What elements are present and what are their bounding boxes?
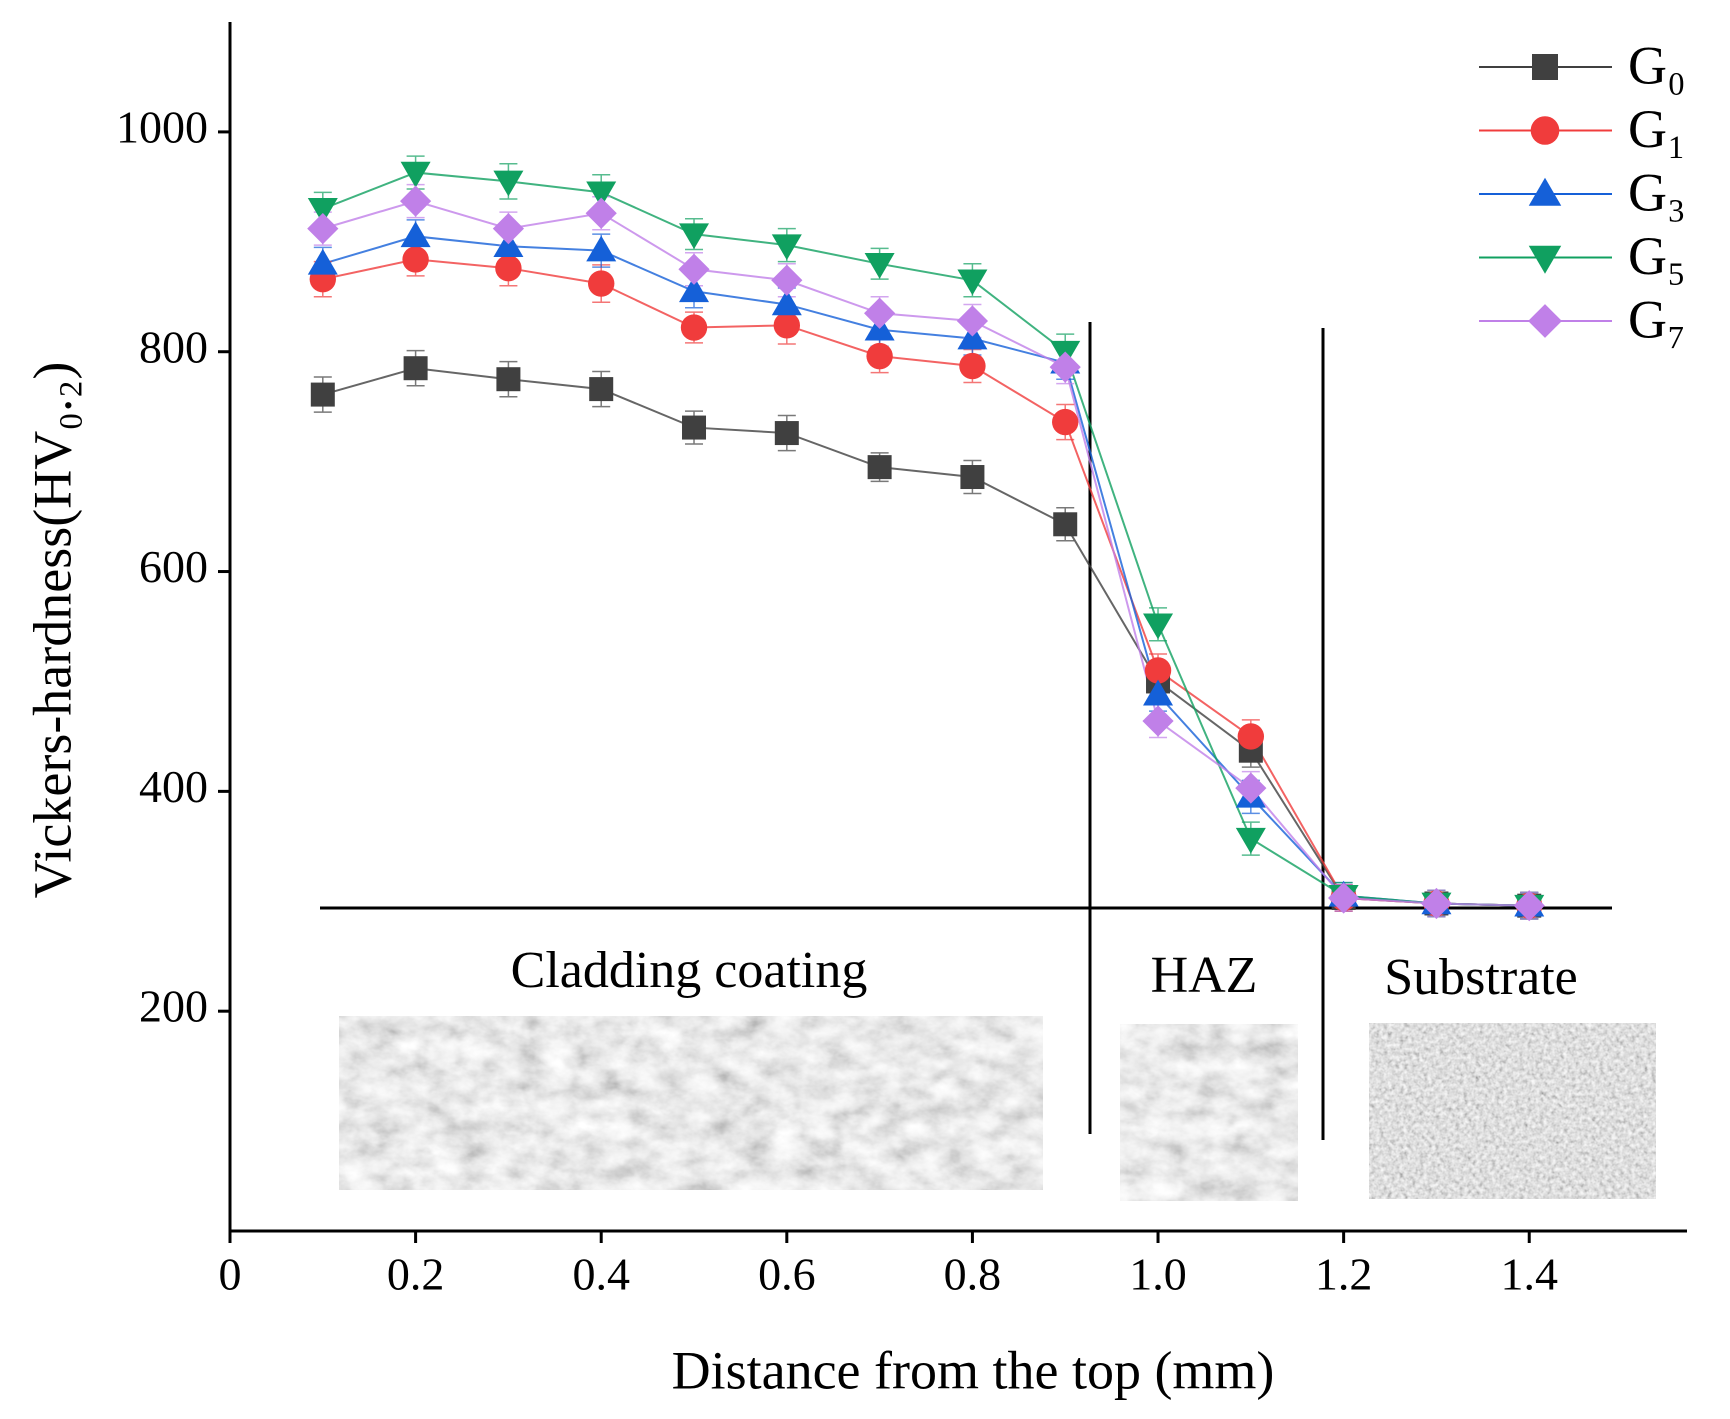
x-tick-label: 1.2	[1315, 1249, 1373, 1300]
marker	[864, 297, 896, 329]
annotation: Substrate	[1384, 949, 1578, 1006]
marker	[402, 246, 429, 273]
y-axis-title: Vickers-hardness(HV₀.₂)	[22, 362, 82, 899]
marker	[586, 181, 617, 208]
marker	[493, 170, 524, 197]
legend-marker	[1528, 304, 1562, 338]
marker	[1049, 351, 1081, 383]
y-tick-label: 1000	[116, 101, 208, 152]
y-tick-label: 400	[139, 761, 208, 812]
marker	[773, 312, 801, 339]
marker	[589, 377, 614, 402]
marker	[496, 367, 521, 392]
x-tick-label: 0.6	[758, 1249, 816, 1300]
marker	[585, 197, 617, 229]
marker	[1053, 512, 1078, 537]
micrograph-coating	[339, 1016, 1043, 1190]
y-tick-label: 800	[139, 321, 208, 372]
marker	[307, 213, 339, 245]
marker	[956, 305, 989, 337]
marker	[959, 352, 986, 380]
marker	[310, 382, 335, 407]
series-line	[322, 235, 1530, 907]
marker	[774, 421, 799, 446]
series-line	[322, 367, 1530, 907]
legend-marker	[1528, 177, 1562, 206]
y-tick-label: 600	[139, 541, 208, 592]
legend-marker	[1532, 54, 1558, 80]
y-tick-label: 200	[139, 981, 208, 1032]
x-tick-label: 0.4	[572, 1249, 630, 1300]
marker	[403, 356, 428, 381]
marker	[400, 185, 432, 217]
marker	[680, 314, 708, 341]
marker	[771, 264, 803, 296]
x-tick-label: 0.8	[944, 1249, 1002, 1300]
marker	[1420, 887, 1453, 920]
micrograph-haz	[1120, 1024, 1298, 1201]
x-axis-title: Distance from the top (mm)	[672, 1340, 1275, 1400]
series-line	[322, 171, 1530, 907]
marker	[771, 234, 802, 261]
marker	[495, 254, 522, 282]
marker	[1143, 679, 1174, 706]
legend-label: G₃	[1628, 162, 1686, 222]
marker	[1513, 890, 1545, 922]
x-tick-label: 0	[219, 1249, 242, 1300]
marker	[1235, 827, 1266, 854]
marker	[400, 221, 431, 248]
series-line	[322, 200, 1530, 907]
marker	[866, 342, 893, 370]
legend-label: G₁	[1628, 99, 1686, 159]
annotation: Cladding coating	[511, 942, 868, 999]
marker	[679, 223, 710, 250]
zone-lines	[320, 322, 1612, 1140]
marker	[679, 276, 710, 303]
marker	[1144, 657, 1172, 684]
marker	[307, 248, 338, 275]
series-line	[322, 258, 1530, 907]
marker	[1237, 723, 1265, 750]
x-tick-label: 0.2	[387, 1249, 445, 1300]
marker	[1328, 882, 1360, 914]
marker	[492, 213, 525, 245]
marker	[678, 253, 710, 285]
marker	[960, 465, 985, 490]
marker	[1143, 613, 1174, 640]
marker	[864, 253, 895, 279]
marker	[400, 161, 431, 188]
legend-label: G₅	[1628, 226, 1686, 286]
marker	[771, 289, 802, 316]
marker	[586, 235, 617, 262]
marker	[1142, 705, 1174, 737]
marker	[682, 415, 707, 440]
legend-marker	[1530, 116, 1560, 145]
legend-label: G₀	[1628, 35, 1686, 95]
micrograph-substrate	[1369, 1023, 1656, 1199]
marker	[307, 198, 338, 224]
x-tick-label: 1.4	[1500, 1249, 1558, 1300]
marker	[957, 269, 988, 296]
marker	[1235, 772, 1267, 804]
x-tick-label: 1.0	[1129, 1249, 1187, 1300]
legend-marker	[1528, 245, 1562, 274]
legend-label: G₇	[1628, 289, 1686, 349]
annotation: HAZ	[1151, 947, 1258, 1004]
marker	[588, 270, 615, 297]
marker	[1052, 408, 1079, 436]
marker	[867, 455, 892, 480]
